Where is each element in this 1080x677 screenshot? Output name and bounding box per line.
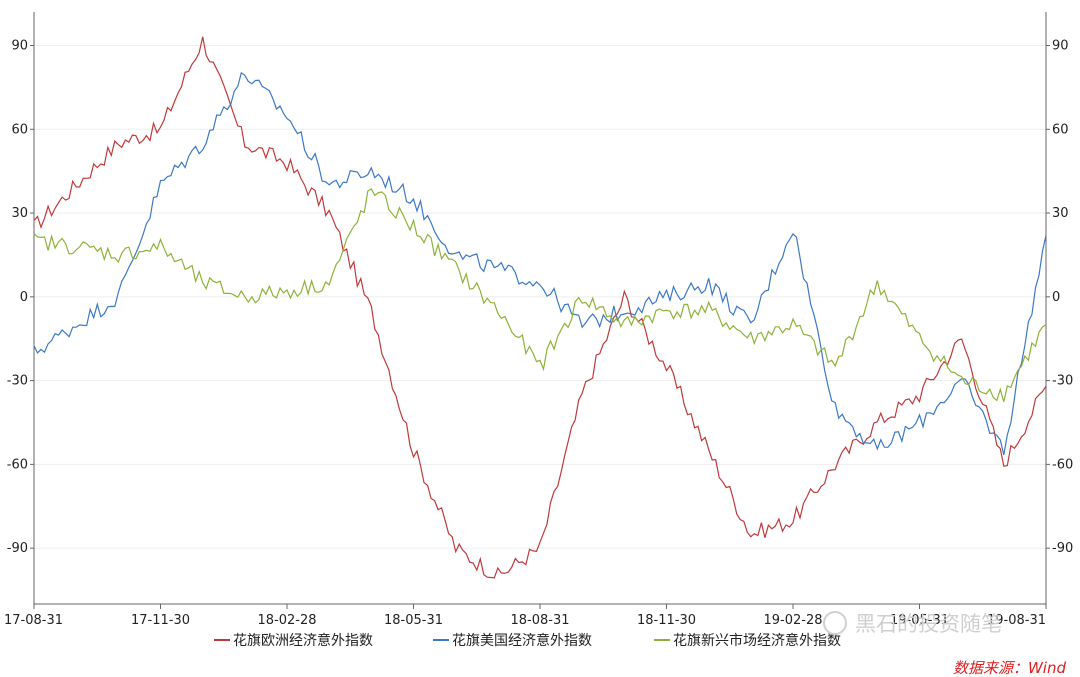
y-tick-label-left: 90 <box>11 39 28 54</box>
watermark-text: 黑石的投资随笔 <box>855 612 1002 636</box>
legend-label-3: 花旗新兴市场经济意外指数 <box>673 632 841 649</box>
series-line-3 <box>33 188 1047 402</box>
y-tick-label-left: 60 <box>11 122 28 137</box>
x-tick-label: 17-11-30 <box>131 613 190 628</box>
y-tick-label-right: -90 <box>1052 541 1073 556</box>
y-tick-label-right: 0 <box>1052 290 1060 305</box>
y-tick-label-right: -60 <box>1052 457 1073 472</box>
series-line-1 <box>33 36 1047 579</box>
y-tick-label-right: -30 <box>1052 374 1073 389</box>
x-tick-label: 19-08-31 <box>987 613 1046 628</box>
data-source: 数据来源：Wind <box>953 659 1067 677</box>
x-tick-label: 19-05-31 <box>890 613 949 628</box>
y-tick-label-left: 0 <box>20 290 28 305</box>
y-tick-label-right: 30 <box>1052 206 1069 221</box>
y-tick-label-left: 30 <box>11 206 28 221</box>
legend-label-1: 花旗欧洲经济意外指数 <box>233 632 373 649</box>
y-tick-label-right: 90 <box>1052 39 1069 54</box>
y-tick-label-left: -60 <box>7 457 28 472</box>
y-tick-label-left: -90 <box>7 541 28 556</box>
x-tick-label: 18-02-28 <box>257 613 316 628</box>
series-line-2 <box>33 71 1047 456</box>
x-tick-label: 19-02-28 <box>763 613 822 628</box>
wechat-icon <box>823 611 847 635</box>
y-tick-label-right: 60 <box>1052 122 1069 137</box>
y-tick-label-left: -30 <box>7 374 28 389</box>
x-tick-label: 18-08-31 <box>510 613 569 628</box>
x-tick-label: 18-11-30 <box>637 613 696 628</box>
x-tick-label: 17-08-31 <box>4 613 63 628</box>
legend-label-2: 花旗美国经济意外指数 <box>452 632 592 649</box>
x-tick-label: 18-05-31 <box>384 613 443 628</box>
